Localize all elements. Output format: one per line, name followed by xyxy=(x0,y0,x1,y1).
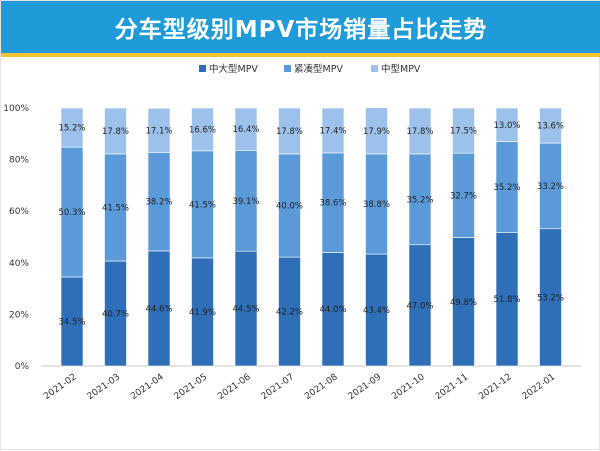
data-label: 38.8% xyxy=(363,200,390,210)
data-label: 13.6% xyxy=(537,122,564,132)
data-label: 15.2% xyxy=(58,124,85,134)
y-tick-label: 40% xyxy=(9,259,29,269)
data-label: 17.1% xyxy=(145,126,172,136)
data-label: 35.2% xyxy=(493,183,520,193)
data-label: 17.9% xyxy=(363,127,390,137)
y-tick-label: 0% xyxy=(15,362,30,372)
x-tick-label: 2021-04 xyxy=(129,372,166,402)
bar-segment xyxy=(408,107,432,155)
x-tick-label: 2021-07 xyxy=(260,372,297,402)
bar-segment xyxy=(495,107,519,142)
data-label: 41.5% xyxy=(189,200,216,210)
data-label: 17.8% xyxy=(102,127,129,137)
legend-swatch xyxy=(199,65,206,72)
x-tick-label: 2021-08 xyxy=(303,372,340,402)
chart-title: 分车型级别MPV市场销量占比走势 xyxy=(114,17,488,43)
legend-swatch xyxy=(284,65,291,72)
stacked-bar-chart: 中大型MPV 紧凑型MPV 中型MPV 0% 20% 40% 60% 80% 100% 34.5%… xyxy=(3,63,581,402)
data-label: 51.8% xyxy=(493,295,520,305)
x-tick-label: 2021-11 xyxy=(434,372,471,402)
data-label: 38.2% xyxy=(145,198,172,208)
data-label: 40.0% xyxy=(276,202,303,212)
x-tick-label: 2021-09 xyxy=(347,372,384,402)
legend-label: 中大型MPV xyxy=(209,63,258,75)
data-label: 47.0% xyxy=(406,301,433,311)
x-tick-label: 2021-06 xyxy=(216,372,253,402)
bar-segment xyxy=(321,107,345,154)
x-tick-label: 2021-10 xyxy=(390,372,427,402)
legend-swatch xyxy=(371,65,378,72)
title-band: 分车型级别MPV市场销量占比走势 xyxy=(1,1,600,53)
data-label: 44.0% xyxy=(319,305,346,315)
bar-segment xyxy=(278,107,301,155)
data-label: 39.1% xyxy=(232,197,259,207)
x-tick-label: 2022-01 xyxy=(521,372,558,402)
data-label: 16.4% xyxy=(232,125,259,135)
x-tick-label: 2021-02 xyxy=(42,372,79,402)
data-label: 17.8% xyxy=(276,127,303,137)
data-label: 41.5% xyxy=(102,203,129,213)
legend-label: 紧凑型MPV xyxy=(294,63,343,75)
data-label: 38.6% xyxy=(319,199,346,209)
bar-segment xyxy=(60,107,84,148)
data-label: 34.5% xyxy=(58,317,85,327)
data-label: 13.0% xyxy=(493,121,520,131)
x-tick-label: 2021-03 xyxy=(86,372,123,402)
bar-segment xyxy=(365,107,388,155)
bar-segment xyxy=(147,107,171,153)
data-label: 53.2% xyxy=(537,293,564,303)
y-tick-label: 60% xyxy=(9,207,29,217)
y-tick-label: 80% xyxy=(9,156,29,166)
y-tick-label: 100% xyxy=(3,104,29,114)
bar-segment xyxy=(539,107,562,144)
data-label: 17.4% xyxy=(319,126,346,136)
data-label: 44.5% xyxy=(232,305,259,315)
bar-segment xyxy=(104,107,127,155)
bar-segment xyxy=(234,107,258,151)
data-label: 49.8% xyxy=(450,298,477,308)
data-label: 17.5% xyxy=(450,127,477,137)
data-label: 42.2% xyxy=(276,308,303,318)
data-label: 33.2% xyxy=(537,182,564,192)
x-tick-label: 2021-05 xyxy=(173,372,210,402)
data-label: 17.8% xyxy=(406,127,433,137)
data-label: 41.9% xyxy=(189,308,216,318)
y-tick-label: 20% xyxy=(9,310,29,320)
data-label: 44.6% xyxy=(145,304,172,314)
x-tick-label: 2021-12 xyxy=(477,372,514,402)
bar-segment xyxy=(191,107,214,152)
data-label: 40.7% xyxy=(102,309,129,319)
bar-segment xyxy=(452,107,475,154)
title-underline xyxy=(1,53,600,57)
data-label: 32.7% xyxy=(450,191,477,201)
data-label: 43.4% xyxy=(363,306,390,316)
data-label: 16.6% xyxy=(189,125,216,135)
data-label: 35.2% xyxy=(406,195,433,205)
legend-label: 中型MPV xyxy=(381,63,421,75)
data-label: 50.3% xyxy=(58,208,85,218)
